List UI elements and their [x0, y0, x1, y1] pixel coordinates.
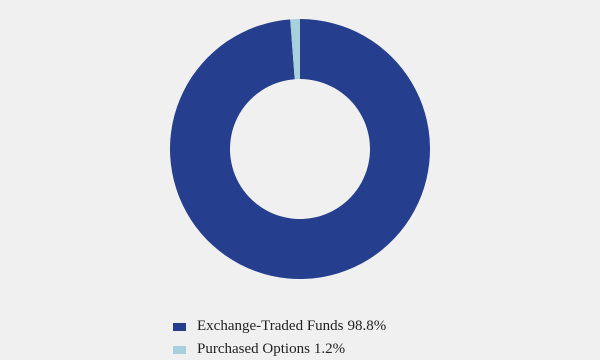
donut-slice — [170, 19, 430, 279]
legend-name: Exchange-Traded Funds — [197, 318, 344, 334]
legend-value: 98.8% — [348, 318, 387, 334]
donut-slice — [290, 19, 300, 80]
legend-label: Exchange-Traded Funds 98.8% — [197, 318, 386, 334]
legend-name: Purchased Options — [197, 341, 310, 357]
legend-swatch — [173, 323, 186, 331]
legend-label: Purchased Options 1.2% — [197, 341, 345, 357]
legend-swatch — [173, 346, 186, 354]
legend-value: 1.2% — [314, 341, 345, 357]
